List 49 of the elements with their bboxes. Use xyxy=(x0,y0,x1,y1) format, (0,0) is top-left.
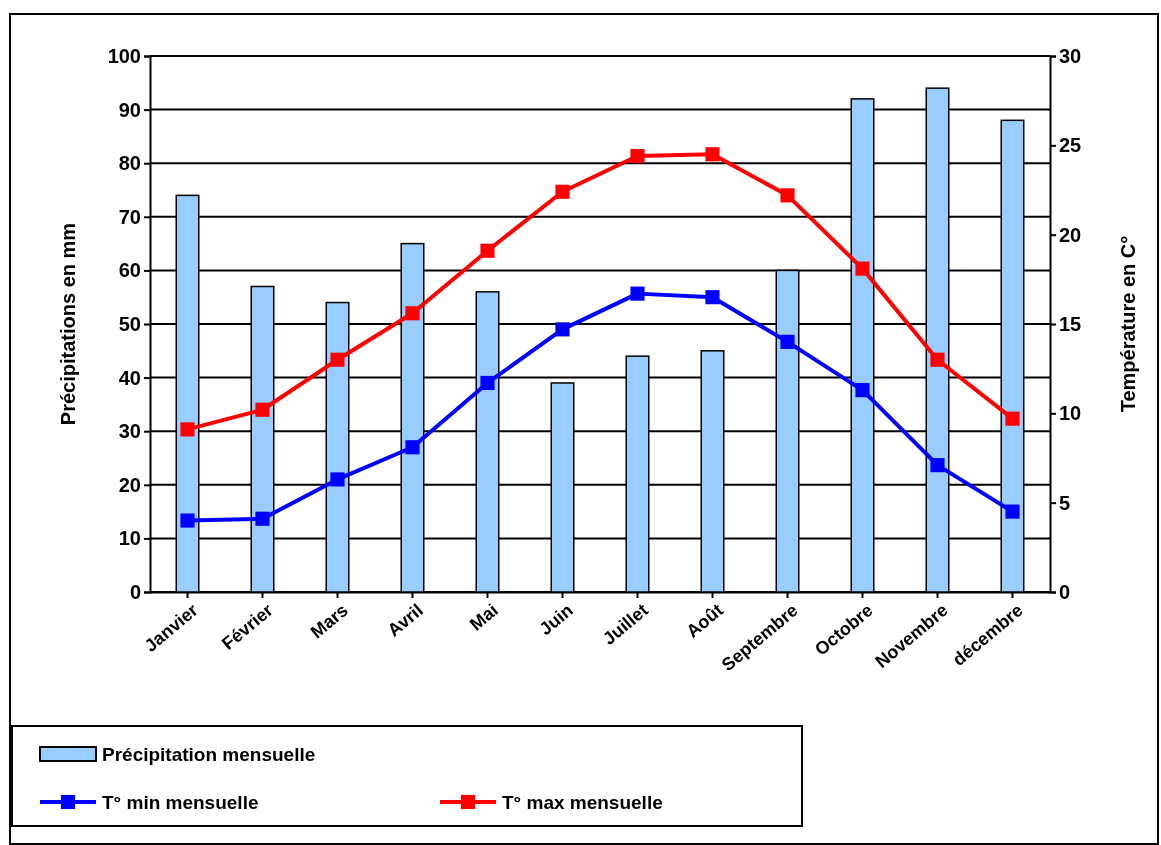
y2-tick-label: 5 xyxy=(1059,491,1071,514)
point xyxy=(555,184,570,199)
point xyxy=(255,511,270,526)
point xyxy=(480,375,495,391)
point xyxy=(780,334,795,349)
y-tick-label: 30 xyxy=(118,420,141,443)
point xyxy=(405,440,420,455)
y2-tick-label: 30 xyxy=(1059,44,1082,67)
point xyxy=(330,472,345,487)
y-tick-label: 90 xyxy=(118,98,141,121)
point xyxy=(480,243,495,258)
x-tick-label: Mai xyxy=(465,599,502,635)
y-tick-label: 60 xyxy=(118,259,141,282)
legend-label: T° max mensuelle xyxy=(502,792,663,813)
point xyxy=(855,261,870,276)
point xyxy=(630,286,645,301)
point xyxy=(555,322,570,337)
point xyxy=(855,383,870,398)
y-axis-title: Précipitations en mm xyxy=(57,222,79,426)
y2-tick-label: 20 xyxy=(1059,223,1082,246)
y-tick-label: 20 xyxy=(118,473,141,496)
point xyxy=(930,458,945,473)
y-tick-label: 100 xyxy=(107,44,141,67)
point xyxy=(930,352,945,367)
point xyxy=(705,147,720,162)
legend-label: T° min mensuelle xyxy=(102,792,259,813)
point xyxy=(630,148,645,164)
y-tick-label: 70 xyxy=(118,205,141,228)
y2-tick-label: 10 xyxy=(1059,402,1082,425)
y2-axis-title: Température en C° xyxy=(1117,235,1139,413)
x-tick-label: Juin xyxy=(535,599,577,640)
point xyxy=(780,188,795,203)
y-tick-label: 10 xyxy=(118,527,141,550)
y2-tick-label: 25 xyxy=(1059,134,1082,157)
point xyxy=(180,513,195,528)
point xyxy=(1005,411,1020,426)
y-tick-label: 80 xyxy=(118,152,141,175)
y-tick-label: 40 xyxy=(118,366,141,389)
point xyxy=(405,306,420,321)
y2-tick-label: 0 xyxy=(1059,580,1071,603)
y2-tick-label: 15 xyxy=(1059,312,1082,335)
legend-label: Précipitation mensuelle xyxy=(102,744,316,765)
point xyxy=(180,422,195,437)
y-tick-label: 0 xyxy=(129,580,141,603)
point xyxy=(1005,504,1020,519)
point xyxy=(330,352,345,367)
point xyxy=(705,290,720,305)
y-tick-label: 50 xyxy=(118,312,141,335)
point xyxy=(255,402,270,417)
